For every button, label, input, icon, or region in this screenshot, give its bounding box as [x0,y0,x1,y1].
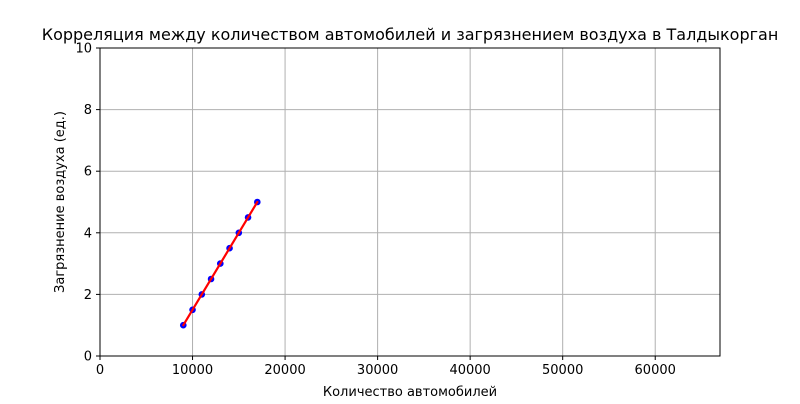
x-tick-label: 10000 [172,363,213,378]
x-tick-label: 0 [96,363,104,378]
x-tick-label: 20000 [264,363,305,378]
axis-ticks: 0 10000 20000 30000 40000 50000 60000 0 2 4 6 8 10 [75,42,675,379]
y-tick-label: 8 [84,103,92,118]
data-series [179,198,261,329]
chart-title: Корреляция между количеством автомобилей… [42,25,779,44]
x-tick-label: 40000 [449,363,490,378]
x-tick-label: 60000 [635,363,676,378]
regression-line [182,200,259,327]
y-tick-label: 10 [75,42,92,57]
y-tick-label: 6 [84,165,92,180]
plot-frame [99,47,721,357]
y-tick-label: 4 [84,226,92,241]
y-tick-label: 0 [84,350,92,365]
y-tick-label: 2 [84,288,92,303]
x-axis-label: Количество автомобилей [323,385,497,400]
x-tick-label: 30000 [357,363,398,378]
y-axis-label: Загрязнение воздуха (ед.) [53,111,68,293]
x-tick-label: 50000 [542,363,583,378]
